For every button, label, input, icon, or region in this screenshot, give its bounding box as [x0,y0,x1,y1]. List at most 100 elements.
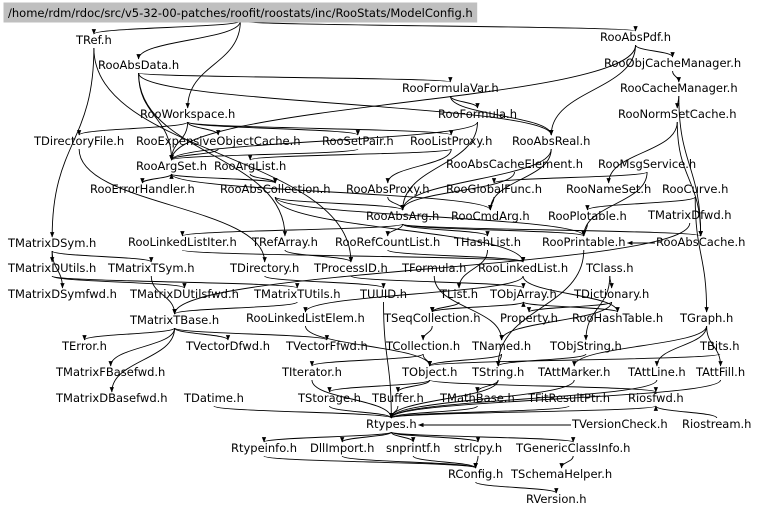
node-rooplotable-h[interactable]: RooPlotable.h [548,209,627,223]
node-roocmdarg-h[interactable]: RooCmdArg.h [451,209,530,223]
node-tmatrixdfwd-h[interactable]: TMatrixDfwd.h [647,208,732,222]
node-tdirectoryfile-h[interactable]: TDirectoryFile.h [33,134,124,148]
node-tversioncheck-h[interactable]: TVersionCheck.h [571,417,668,431]
node-tmatrixdutils-h[interactable]: TMatrixDUtils.h [7,261,96,275]
node-roocachemanager-h[interactable]: RooCacheManager.h [620,81,738,95]
node-roolinkedlist-h[interactable]: RooLinkedList.h [478,261,568,275]
node-tmatrixtbase-h[interactable]: TMatrixTBase.h [129,313,219,327]
node-tlist-h[interactable]: TList.h [439,287,478,301]
node-tseqcollection-h[interactable]: TSeqCollection.h [383,311,481,325]
node-rooabsproxy-h[interactable]: RooAbsProxy.h [346,182,430,196]
node-roonameset-h[interactable]: RooNameSet.h [566,182,651,196]
edge-n83-n85 [473,455,479,469]
node-tbits-h[interactable]: TBits.h [699,339,740,353]
node-terror-h[interactable]: TError.h [61,339,107,353]
node-rooabspdf-h[interactable]: RooAbsPdf.h [600,30,671,44]
node-tschemahelper-h[interactable]: TSchemaHelper.h [510,467,612,481]
node-rooprintable-h[interactable]: RooPrintable.h [542,235,626,249]
node-rooabsreal-h[interactable]: RooAbsReal.h [512,134,590,148]
node-tnamed-h[interactable]: TNamed.h [471,339,531,353]
node-tattmarker-h[interactable]: TAttMarker.h [537,365,610,379]
edge-layer [50,20,723,494]
node-roolinkedlistiter-h[interactable]: RooLinkedListIter.h [128,235,237,249]
node-rtypeinfo-h[interactable]: Rtypeinfo.h [231,441,297,455]
node-rconfig-h[interactable]: RConfig.h [448,467,503,481]
node-tattline-h[interactable]: TAttLine.h [627,365,686,379]
node-dllimport-h[interactable]: DllImport.h [310,441,374,455]
node-riostream-h[interactable]: Riostream.h [682,417,751,431]
node-titerator-h[interactable]: TIterator.h [281,365,342,379]
edge-n7-n13 [187,121,454,136]
node-tref-h[interactable]: TRef.h [75,33,112,47]
node-strlcpy-h[interactable]: strlcpy.h [454,441,502,455]
node-rooargset-h[interactable]: RooArgSet.h [136,159,207,173]
node-tstorage-h[interactable]: TStorage.h [297,391,361,405]
node-tvectorffwd-h[interactable]: TVectorFfwd.h [285,339,368,353]
edge-n15-n20 [171,173,278,184]
node-tmatrixdutilsfwd-h[interactable]: TMatrixDUtilsfwd.h [129,287,239,301]
edge-n54-n48 [521,301,619,313]
node-tdictionary-h[interactable]: TDictionary.h [573,287,649,301]
node-tgraph-h[interactable]: TGraph.h [679,311,733,325]
node-tfitresultptr-h[interactable]: TFitResultPtr.h [527,391,610,405]
node-riosfwd-h[interactable]: Riosfwd.h [628,391,684,405]
root-node-label[interactable]: /home/rdm/rdoc/src/v5-32-00-patches/roof… [8,6,473,20]
edge-n65-n73 [395,379,431,393]
node-rooexpensiveobjectcache-h[interactable]: RooExpensiveObjectCache.h [136,134,301,148]
node-thashlist-h[interactable]: THashList.h [453,235,521,249]
node-roosetpair-h[interactable]: RooSetPair.h [322,134,394,148]
root-node-box [3,2,478,23]
node-tmatrixdsymfwd-h[interactable]: TMatrixDSymfwd.h [7,287,117,301]
node-tobjstring-h[interactable]: TObjString.h [549,339,622,353]
node-roolistproxy-h[interactable]: RooListProxy.h [410,134,492,148]
node-tgenericclassinfo-h[interactable]: TGenericClassInfo.h [515,441,630,455]
node-rooerrorhandler-h[interactable]: RooErrorHandler.h [90,182,195,196]
node-rooarglist-h[interactable]: RooArgList.h [214,159,286,173]
node-rtypes-h[interactable]: Rtypes.h [366,417,417,431]
node-tobject-h[interactable]: TObject.h [401,365,457,379]
node-tvectordfwd-h[interactable]: TVectorDfwd.h [185,339,270,353]
node-rooformulavar-h[interactable]: RooFormulaVar.h [402,81,499,95]
node-tmatrixdsym-h[interactable]: TMatrixDSym.h [7,236,96,250]
edge-n16-n20 [249,173,278,184]
node-rooformula-h[interactable]: RooFormula.h [438,107,517,121]
node-roohashtable-h[interactable]: RooHashTable.h [572,311,663,325]
node-roonormsetcache-h[interactable]: RooNormSetCache.h [618,107,737,121]
node-tmatrixtutils-h[interactable]: TMatrixTUtils.h [253,287,341,301]
node-tuuid-h[interactable]: TUUID.h [359,287,407,301]
node-tdirectory-h[interactable]: TDirectory.h [229,261,299,275]
node-rooabscacheelement-h[interactable]: RooAbsCacheElement.h [446,157,583,171]
node-tmathbase-h[interactable]: TMathBase.h [439,391,515,405]
node-tmatrixdbasefwd-h[interactable]: TMatrixDBasefwd.h [55,391,168,405]
node-tbuffer-h[interactable]: TBuffer.h [371,391,424,405]
node-tformula-h[interactable]: TFormula.h [401,261,466,275]
node-roocurve-h[interactable]: RooCurve.h [662,182,728,196]
edge-n50-n70 [109,327,176,393]
node-trefarray-h[interactable]: TRefArray.h [251,235,318,249]
node-rooworkspace-h[interactable]: RooWorkspace.h [140,107,235,121]
node-tprocessid-h[interactable]: TProcessID.h [313,261,388,275]
node-rooabscache-h[interactable]: RooAbsCache.h [656,235,745,249]
node-rversion-h[interactable]: RVersion.h [526,492,587,506]
node-snprintf-h[interactable]: snprintf.h [386,441,440,455]
node-tobjarray-h[interactable]: TObjArray.h [489,287,557,301]
node-roolinkedlistelem-h[interactable]: RooLinkedListElem.h [246,311,365,325]
node-roomsgservice-h[interactable]: RooMsgService.h [598,157,696,171]
edge-n0-n7 [185,20,241,109]
edge-n10-n38 [78,148,267,263]
node-rooabsdata-h[interactable]: RooAbsData.h [98,58,179,72]
node-tmatrixfbasefwd-h[interactable]: TMatrixFBasefwd.h [55,365,165,379]
node-property-h[interactable]: Property.h [500,311,558,325]
node-tdatime-h[interactable]: TDatime.h [183,391,244,405]
node-rooglobalfunc-h[interactable]: RooGlobalFunc.h [446,182,542,196]
node-rooobjcachemanager-h[interactable]: RooObjCacheManager.h [604,56,741,70]
edge-n65-n72 [327,379,431,393]
node-tmatrixtsym-h[interactable]: TMatrixTSym.h [107,261,195,275]
node-tattfill-h[interactable]: TAttFill.h [695,365,745,379]
node-rooabsarg-h[interactable]: RooAbsArg.h [366,209,439,223]
node-tcollection-h[interactable]: TCollection.h [385,339,460,353]
node-rooabscollection-h[interactable]: RooAbsCollection.h [220,182,331,196]
node-roorefcountlist-h[interactable]: RooRefCountList.h [335,235,440,249]
node-tclass-h[interactable]: TClass.h [585,261,634,275]
node-tstring-h[interactable]: TString.h [471,365,524,379]
